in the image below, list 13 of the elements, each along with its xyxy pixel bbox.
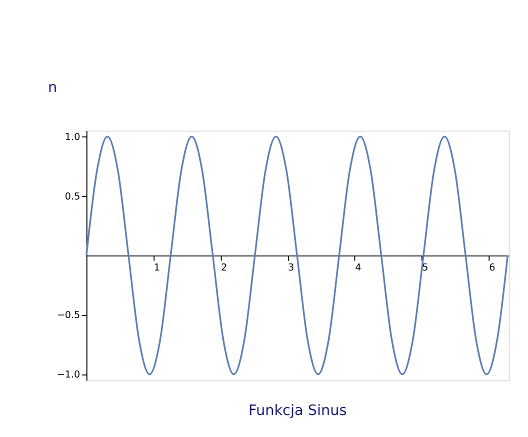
x-tick-label: 5	[422, 262, 428, 274]
x-tick-label: 2	[220, 262, 228, 274]
x-tick-label: 3	[288, 262, 294, 274]
x-tick-label: 4	[355, 262, 362, 274]
x-tick-label: 1	[154, 262, 160, 274]
y-tick-label: −1.0	[56, 370, 80, 381]
y-tick-label: 1.0	[64, 132, 80, 143]
text: n	[48, 80, 58, 96]
y-tick-label: 0.5	[64, 191, 80, 202]
text: Funkcja Sinus	[248, 402, 347, 419]
x-tick-label: 6	[489, 262, 496, 274]
y-tick-label: −0.5	[56, 310, 80, 322]
line-series	[86, 136, 509, 376]
